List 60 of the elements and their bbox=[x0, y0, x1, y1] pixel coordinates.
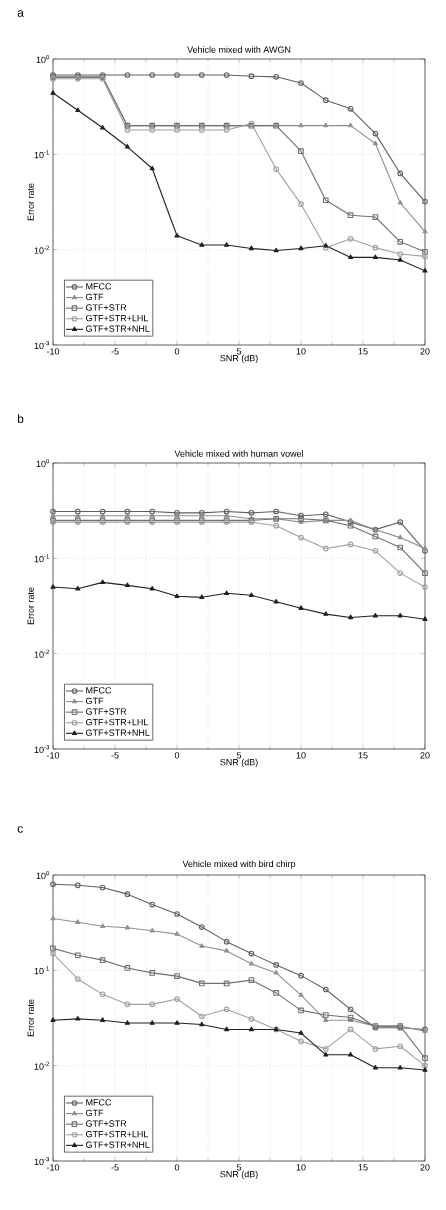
y-tick-label: 10$^{-2}$ bbox=[34, 1061, 50, 1070]
x-tick-label: 0 bbox=[174, 348, 180, 355]
x-tick-label: 5 bbox=[236, 1164, 242, 1171]
text: b bbox=[17, 414, 24, 423]
y-tick-label: 10$^{-3}$ bbox=[34, 1156, 50, 1166]
x-tick-label: 10 bbox=[296, 1164, 306, 1171]
x-tick-label: -10 bbox=[46, 752, 60, 759]
x-axis-title: SNR (dB) bbox=[220, 354, 258, 364]
x-tick-label: -5 bbox=[111, 348, 119, 355]
y-axis-title: Error rate bbox=[27, 183, 34, 221]
x-tick-label: 10 bbox=[296, 752, 306, 759]
x-axis-title: SNR (dB) bbox=[220, 758, 258, 768]
y-tick-label: 10$^{-1}$ bbox=[34, 966, 50, 975]
x-tick-label: 20 bbox=[420, 348, 430, 355]
x-tick-label: 20 bbox=[420, 752, 430, 759]
legend-label: GTF+STR+NHL bbox=[86, 729, 150, 736]
legend-label: MFCC bbox=[86, 687, 112, 694]
legend-label: MFCC bbox=[86, 283, 112, 290]
legend-label: GTF+STR bbox=[86, 1120, 127, 1127]
y-tick-label: 10$^{0}$ bbox=[36, 870, 50, 880]
legend-label: MFCC bbox=[86, 1099, 112, 1106]
y-tick-label: 10$^{-2}$ bbox=[34, 649, 50, 658]
y-tick-label: 10$^{-3}$ bbox=[34, 340, 50, 350]
x-tick-label: 15 bbox=[358, 348, 368, 355]
text: c bbox=[17, 826, 23, 833]
legend-label: GTF bbox=[86, 293, 104, 301]
y-tick-label: 10$^{-3}$ bbox=[34, 744, 50, 754]
x-tick-label: -5 bbox=[111, 752, 119, 759]
y-axis-title: Error rate bbox=[27, 587, 34, 625]
chart-title: Vehicle mixed with bird chirp bbox=[182, 860, 296, 869]
x-tick-label: -10 bbox=[46, 348, 60, 355]
legend-label: GTF+STR+LHL bbox=[86, 718, 149, 726]
x-tick-label: 20 bbox=[420, 1164, 430, 1171]
text: a bbox=[17, 10, 24, 17]
x-axis-title: SNR (dB) bbox=[220, 1170, 258, 1180]
y-tick-label: 10$^{-1}$ bbox=[34, 554, 50, 563]
legend-label: GTF bbox=[86, 697, 104, 705]
legend-label: GTF bbox=[86, 1109, 104, 1117]
x-tick-label: 0 bbox=[174, 752, 180, 759]
legend-label: GTF+STR bbox=[86, 708, 127, 715]
legend-label: GTF+STR bbox=[86, 304, 127, 311]
x-tick-label: 10 bbox=[296, 348, 306, 355]
legend-label: GTF+STR+LHL bbox=[86, 314, 149, 322]
x-tick-label: -10 bbox=[46, 1164, 60, 1171]
chart-title: Vehicle mixed with human vowel bbox=[174, 450, 303, 457]
x-tick-label: 5 bbox=[236, 752, 242, 759]
y-axis-title: Error rate bbox=[27, 999, 34, 1037]
x-tick-label: 15 bbox=[358, 752, 368, 759]
x-tick-label: 0 bbox=[174, 1164, 180, 1171]
legend-label: GTF+STR+NHL bbox=[86, 325, 150, 332]
legend-label: GTF+STR+LHL bbox=[86, 1130, 149, 1138]
y-tick-label: 10$^{0}$ bbox=[36, 458, 50, 468]
y-tick-label: 10$^{-2}$ bbox=[34, 245, 50, 254]
x-tick-label: 5 bbox=[236, 348, 242, 355]
y-tick-label: 10$^{-1}$ bbox=[34, 150, 50, 159]
legend-label: GTF+STR+NHL bbox=[86, 1141, 150, 1148]
x-tick-label: -5 bbox=[111, 1164, 119, 1171]
x-tick-label: 15 bbox=[358, 1164, 368, 1171]
y-tick-label: 10$^{0}$ bbox=[36, 54, 50, 64]
chart-title: Vehicle mixed with AWGN bbox=[187, 46, 291, 53]
